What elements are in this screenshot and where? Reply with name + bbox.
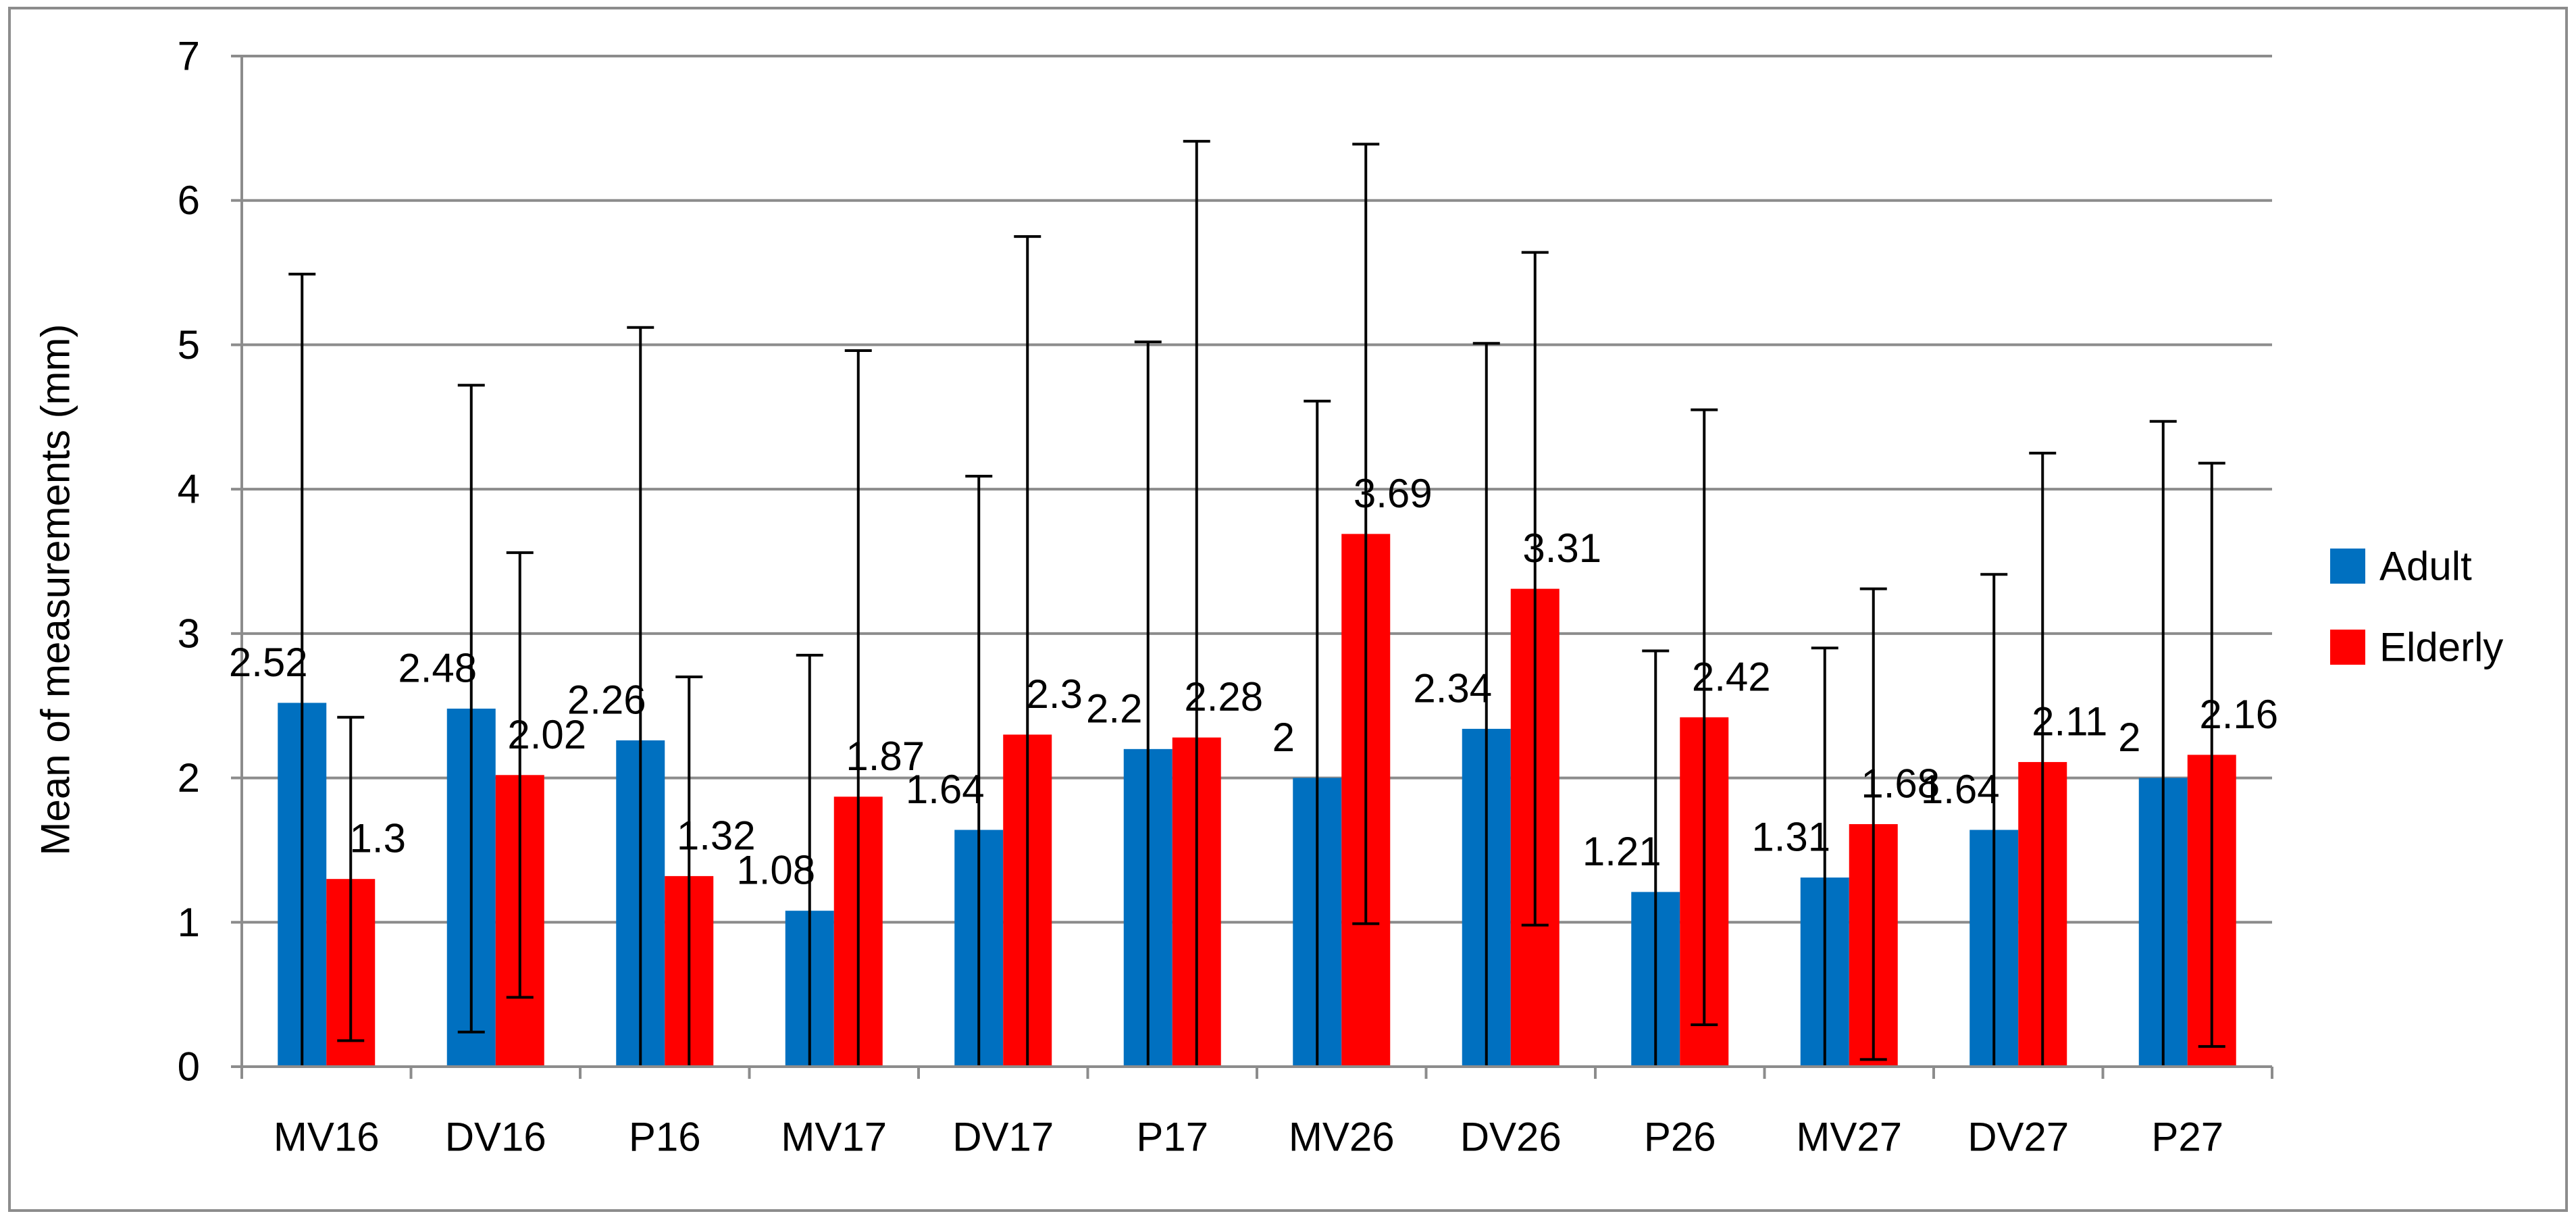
x-tick-label-dv17: DV17 bbox=[952, 1115, 1054, 1160]
y-tick-labels: 0 1 2 3 4 5 6 7 bbox=[178, 34, 200, 1090]
x-tick-label-dv27: DV27 bbox=[1967, 1115, 2069, 1160]
y-tick-label-3: 3 bbox=[178, 611, 200, 656]
data-label-elderly-mv27: 1.68 bbox=[1861, 761, 1940, 806]
data-label-elderly-p26: 2.42 bbox=[1692, 654, 1771, 699]
data-label-adult-p27: 2 bbox=[2118, 715, 2140, 760]
x-tick-label-p16: P16 bbox=[629, 1115, 701, 1160]
data-label-adult-p26: 1.21 bbox=[1582, 829, 1661, 874]
data-label-adult-dv16: 2.48 bbox=[398, 645, 477, 690]
x-tick-labels: MV16 DV16 P16 MV17 DV17 P17 MV26 DV26 P26 MV27 DV2… bbox=[274, 1115, 2223, 1160]
x-tick-label-mv16: MV16 bbox=[274, 1115, 380, 1160]
x-tick-label-mv26: MV26 bbox=[1289, 1115, 1395, 1160]
x-tick-label-mv27: MV27 bbox=[1796, 1115, 1902, 1160]
data-label-adult-dv17: 1.64 bbox=[906, 767, 985, 812]
y-tick-label-7: 7 bbox=[178, 34, 200, 79]
data-label-adult-p17: 2.2 bbox=[1086, 686, 1142, 731]
data-label-adult-mv16: 2.52 bbox=[229, 640, 308, 685]
data-labels: 2.52 2.48 2.26 1.08 1.64 2.2 2 2.34 1.21 1.31 1.64… bbox=[229, 471, 2278, 893]
x-tick-label-mv17: MV17 bbox=[781, 1115, 887, 1160]
y-axis-title: Mean of measurements (mm) bbox=[33, 324, 78, 856]
data-label-elderly-mv17: 1.87 bbox=[846, 734, 925, 779]
y-tick-label-1: 1 bbox=[178, 900, 200, 945]
data-label-adult-mv27: 1.31 bbox=[1751, 815, 1830, 860]
data-label-elderly-mv26: 3.69 bbox=[1354, 471, 1433, 516]
data-label-elderly-dv17: 2.3 bbox=[1027, 671, 1083, 717]
data-label-elderly-mv16: 1.3 bbox=[350, 816, 406, 861]
data-label-adult-dv27: 1.64 bbox=[1921, 767, 2000, 812]
legend-label-adult: Adult bbox=[2379, 544, 2472, 589]
data-label-adult-p16: 2.26 bbox=[567, 678, 646, 723]
legend: Adult Elderly bbox=[2330, 544, 2503, 670]
gridlines bbox=[242, 55, 2272, 924]
data-label-adult-mv26: 2 bbox=[1272, 715, 1295, 760]
axes bbox=[231, 55, 2273, 1079]
legend-swatch-elderly bbox=[2330, 630, 2365, 665]
x-tick-label-p26: P26 bbox=[1644, 1115, 1716, 1160]
error-bars bbox=[288, 140, 2225, 1068]
y-tick-label-0: 0 bbox=[178, 1044, 200, 1090]
y-tick-label-5: 5 bbox=[178, 322, 200, 367]
x-tick-label-p17: P17 bbox=[1136, 1115, 1208, 1160]
data-label-elderly-dv16: 2.02 bbox=[507, 712, 586, 757]
data-label-elderly-p16: 1.32 bbox=[677, 813, 756, 858]
data-label-elderly-dv26: 3.31 bbox=[1522, 526, 1601, 571]
x-tick-label-dv26: DV26 bbox=[1460, 1115, 1562, 1160]
legend-swatch-adult bbox=[2330, 549, 2365, 584]
data-label-elderly-p27: 2.16 bbox=[2199, 692, 2278, 737]
y-tick-label-4: 4 bbox=[178, 467, 200, 512]
data-label-adult-dv26: 2.34 bbox=[1413, 665, 1492, 711]
x-tick-label-dv16: DV16 bbox=[445, 1115, 546, 1160]
data-label-elderly-p17: 2.28 bbox=[1184, 674, 1263, 719]
data-label-elderly-dv27: 2.11 bbox=[2032, 699, 2107, 744]
legend-label-elderly: Elderly bbox=[2379, 625, 2503, 670]
data-label-adult-mv17: 1.08 bbox=[736, 848, 815, 893]
y-tick-label-6: 6 bbox=[178, 178, 200, 223]
y-tick-label-2: 2 bbox=[178, 755, 200, 800]
x-tick-label-p27: P27 bbox=[2151, 1115, 2223, 1160]
